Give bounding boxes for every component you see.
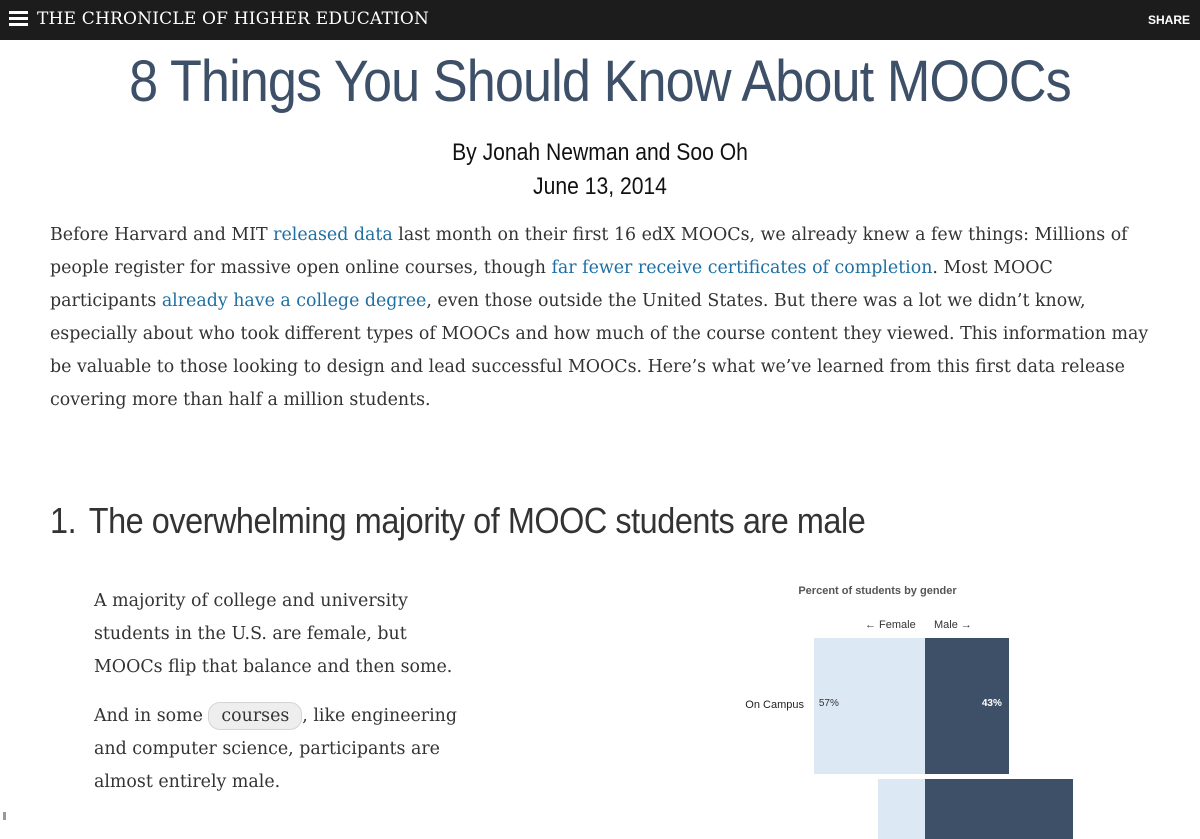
section-1-heading: 1. The overwhelming majority of MOOC stud…: [50, 500, 866, 542]
chart-title: Percent of students by gender: [798, 585, 957, 597]
courses-chip-button[interactable]: courses: [208, 702, 303, 730]
released-data-link[interactable]: released data: [273, 225, 393, 245]
intro-text-2: last month on their first 16 edX MOOCs, …: [50, 225, 1128, 278]
article-title: 8 Things You Should Know About MOOCs: [129, 49, 1072, 114]
intro-text-3: . Most MOOC participants: [50, 258, 1053, 311]
intro-text-1: Before Harvard and MIT: [50, 225, 274, 245]
publish-date: June 13, 2014: [533, 173, 667, 200]
top-navigation-bar: THE CHRONICLE OF HIGHER EDUCATION SHARE: [0, 0, 1200, 40]
female-value-label-0: 57%: [818, 698, 839, 709]
hamburger-menu-icon[interactable]: [9, 11, 28, 27]
college-degree-link[interactable]: already have a college degree: [161, 291, 427, 311]
intro-text-4: , even those outside the United States. …: [50, 291, 1149, 410]
section-1-paragraph-2: And in some courses, like engineering an…: [94, 700, 474, 799]
legend-male: Male →: [934, 619, 972, 631]
paragraph-2-text-after: , like engineering and computer science,…: [94, 706, 458, 792]
site-brand[interactable]: THE CHRONICLE OF HIGHER EDUCATION: [37, 9, 430, 29]
scroll-indicator: [3, 812, 6, 820]
female-bar-1: [878, 779, 925, 839]
certificates-link[interactable]: far fewer receive certificates of comple…: [551, 258, 933, 278]
intro-paragraph: Before Harvard and MIT released data las…: [50, 219, 1150, 417]
row-label-0: On Campus: [745, 699, 804, 711]
section-1-body: A majority of college and university stu…: [94, 585, 474, 815]
male-bar-0: [925, 638, 1009, 774]
section-heading-text: The overwhelming majority of MOOC studen…: [88, 500, 866, 541]
male-value-label-0: 43%: [981, 698, 1002, 709]
female-bar-0: [813, 638, 925, 774]
legend-female: ← Female: [865, 619, 916, 631]
share-button[interactable]: SHARE: [1147, 13, 1190, 27]
article-byline-block: By Jonah Newman and Soo Oh June 13, 2014: [72, 136, 1128, 204]
male-bar-1: [925, 779, 1074, 839]
section-number: 1.: [50, 500, 77, 541]
author-byline: By Jonah Newman and Soo Oh: [452, 139, 748, 166]
section-1-paragraph-1: A majority of college and university stu…: [94, 591, 453, 677]
paragraph-2-text-before: And in some: [94, 706, 209, 726]
